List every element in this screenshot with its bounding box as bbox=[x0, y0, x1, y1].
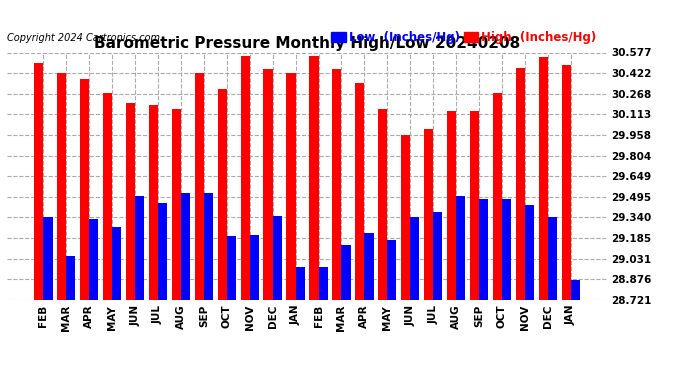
Bar bbox=[103, 93, 112, 300]
Bar bbox=[181, 194, 190, 300]
Bar bbox=[250, 235, 259, 300]
Bar bbox=[424, 129, 433, 300]
Bar bbox=[447, 111, 456, 300]
Bar bbox=[126, 103, 135, 300]
Bar bbox=[548, 217, 557, 300]
Bar bbox=[80, 79, 89, 300]
Bar bbox=[295, 267, 305, 300]
Bar bbox=[286, 74, 295, 300]
Bar bbox=[204, 194, 213, 300]
Bar bbox=[264, 69, 273, 300]
Bar bbox=[502, 199, 511, 300]
Title: Barometric Pressure Monthly High/Low 20240208: Barometric Pressure Monthly High/Low 202… bbox=[94, 36, 520, 51]
Bar bbox=[66, 256, 75, 300]
Bar bbox=[387, 240, 397, 300]
Bar bbox=[539, 57, 548, 300]
Bar bbox=[43, 217, 52, 300]
Bar bbox=[378, 110, 387, 300]
Bar bbox=[57, 74, 66, 300]
Bar bbox=[470, 111, 479, 300]
Text: Copyright 2024 Cartronics.com: Copyright 2024 Cartronics.com bbox=[7, 33, 160, 43]
Bar bbox=[411, 217, 420, 300]
Bar bbox=[401, 135, 411, 300]
Bar bbox=[89, 219, 99, 300]
Bar bbox=[34, 63, 43, 300]
Bar bbox=[479, 199, 489, 300]
Bar bbox=[342, 246, 351, 300]
Bar bbox=[525, 206, 534, 300]
Bar bbox=[355, 83, 364, 300]
Bar bbox=[149, 105, 158, 300]
Bar bbox=[172, 110, 181, 300]
Bar bbox=[571, 280, 580, 300]
Legend: Low  (Inches/Hg), High  (Inches/Hg): Low (Inches/Hg), High (Inches/Hg) bbox=[326, 26, 601, 49]
Bar bbox=[158, 203, 167, 300]
Bar bbox=[515, 68, 525, 300]
Bar bbox=[241, 56, 250, 300]
Bar bbox=[112, 227, 121, 300]
Bar bbox=[456, 196, 465, 300]
Bar bbox=[433, 212, 442, 300]
Bar bbox=[273, 216, 282, 300]
Bar bbox=[364, 234, 373, 300]
Bar bbox=[227, 236, 236, 300]
Bar bbox=[333, 69, 342, 300]
Bar bbox=[562, 65, 571, 300]
Bar bbox=[135, 196, 144, 300]
Bar bbox=[309, 56, 319, 300]
Bar bbox=[319, 267, 328, 300]
Bar bbox=[195, 74, 204, 300]
Bar bbox=[217, 90, 227, 300]
Bar bbox=[493, 93, 502, 300]
